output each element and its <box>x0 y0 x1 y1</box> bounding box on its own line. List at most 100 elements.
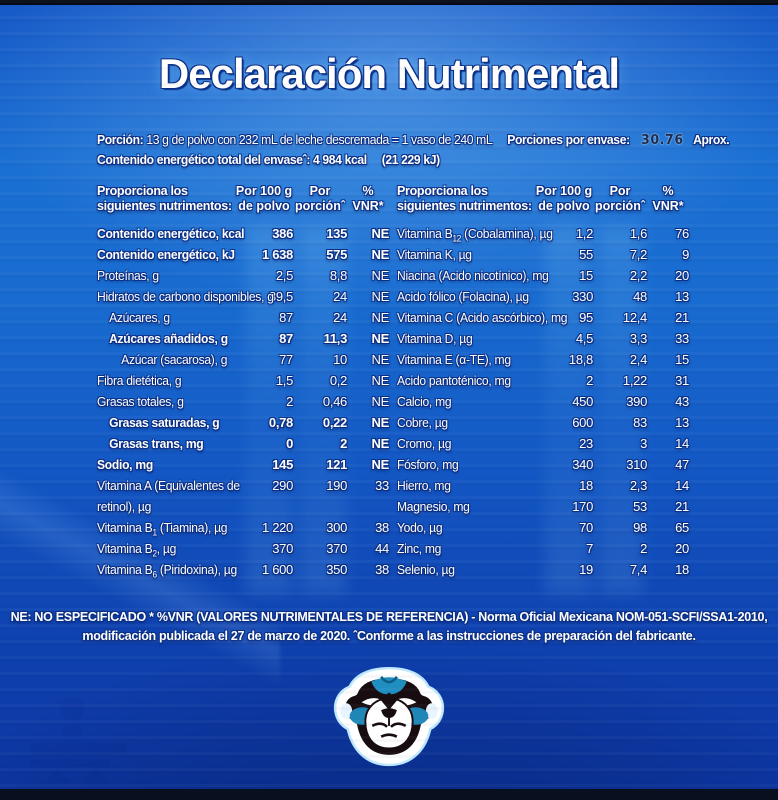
value-vnr-percent: 21 <box>675 310 689 325</box>
value-vnr-percent: NE <box>371 226 390 241</box>
value-per-portion: 11,3 <box>323 331 348 346</box>
value-per-portion: 390 <box>626 394 647 409</box>
value-vnr-percent: NE <box>371 415 390 430</box>
nutrient-label: Vitamina D, µg <box>397 331 473 346</box>
label-content: Porción: 13 g de polvo con 232 mL de lec… <box>97 130 730 580</box>
nutrient-row: Azúcares añadidos, g 87 11,3 NE <box>97 328 389 349</box>
value-per-portion: 310 <box>626 457 647 472</box>
nutrient-row: Acido fólico (Folacina), µg 330 48 13 <box>397 286 689 307</box>
header-per-portion: Por porciónˆ <box>595 184 645 213</box>
table-right-group: Proporciona los siguientes nutrimentos: … <box>397 184 689 580</box>
value-vnr-percent: 15 <box>675 352 689 367</box>
value-vnr-percent: 14 <box>675 478 689 493</box>
energy-total-kj: (21 229 kJ) <box>381 152 440 167</box>
value-per-100g: 450 <box>572 394 593 409</box>
value-vnr-percent: NE <box>371 352 390 367</box>
nutrient-row: Hierro, mg 18 2,3 14 <box>397 475 689 496</box>
value-per-portion: 3,3 <box>629 331 647 346</box>
value-per-portion: 1,22 <box>622 373 647 388</box>
nutrient-label: Vitamina C (Acido ascórbico), mg <box>397 310 568 325</box>
nutrient-label: Fibra dietética, g <box>97 373 182 388</box>
value-per-100g: 170 <box>572 499 593 514</box>
nutrient-row: Azúcares, g 87 24 NE <box>97 307 389 328</box>
header-per-portion: Por porciónˆ <box>295 184 345 213</box>
nutrient-row: Proteínas, g 2,5 8,8 NE <box>97 265 389 286</box>
value-vnr-percent: 14 <box>675 436 689 451</box>
value-per-100g: 89,5 <box>268 289 293 304</box>
nutrient-label: Proteínas, g <box>97 268 159 283</box>
nutrient-row: Hidratos de carbono disponibles, g 89,5 24… <box>97 286 389 307</box>
header-nutrients: Proporciona los siguientes nutrimentos: <box>97 184 232 213</box>
value-per-portion: 2 <box>340 436 347 451</box>
value-vnr-percent: 13 <box>675 289 689 304</box>
value-vnr-percent: NE <box>371 289 390 304</box>
value-per-portion: 53 <box>633 499 647 514</box>
value-vnr-percent: 47 <box>675 457 689 472</box>
monkey-mascot-icon <box>333 666 445 767</box>
nutrient-row: Vitamina B12 (Cobalamina), µg 1,2 1,6 76 <box>397 223 689 244</box>
value-vnr-percent: 33 <box>675 331 689 346</box>
energy-total-kcal: 4 984 kcal <box>310 152 367 167</box>
value-per-portion: 3 <box>640 436 647 451</box>
value-vnr-percent: 38 <box>375 562 389 577</box>
nutrient-label: Vitamina K, µg <box>397 247 472 262</box>
value-per-portion: 2,4 <box>629 352 647 367</box>
value-per-portion: 0,22 <box>322 415 347 430</box>
nutrient-label: Calcio, mg <box>397 394 452 409</box>
nutrient-label: Vitamina B6 (Piridoxina), µg <box>97 562 237 580</box>
value-vnr-percent: 38 <box>375 520 389 535</box>
value-vnr-percent: 21 <box>675 499 689 514</box>
value-vnr-percent: NE <box>371 268 390 283</box>
value-per-portion: 12,4 <box>622 310 647 325</box>
value-per-100g: 18,8 <box>568 352 593 367</box>
value-vnr-percent: NE <box>371 373 390 388</box>
nutrient-row: Vitamina E (α-TE), mg 18,8 2,4 15 <box>397 349 689 370</box>
nutrient-row: Grasas totales, g 2 0,46 NE <box>97 391 389 412</box>
value-per-100g: 55 <box>579 247 593 262</box>
value-vnr-percent: NE <box>371 457 390 472</box>
value-per-100g: 1 220 <box>261 520 293 535</box>
value-vnr-percent: 20 <box>675 541 689 556</box>
value-per-portion: 575 <box>326 247 347 262</box>
value-per-portion: 121 <box>326 457 347 472</box>
nutrient-label: Niacina (Acido nicotínico), mg <box>397 268 549 283</box>
serving-line: Porción: 13 g de polvo con 232 mL de lec… <box>97 130 730 150</box>
nutrient-label: Hierro, mg <box>397 478 451 493</box>
table-header-row: Proporciona los siguientes nutrimentos: … <box>397 184 689 214</box>
value-per-portion: 8,8 <box>329 268 347 283</box>
value-per-100g: 87 <box>279 331 293 346</box>
value-vnr-percent: 9 <box>682 247 689 262</box>
value-per-portion: 10 <box>333 352 347 367</box>
nutrient-row: Acido pantoténico, mg 2 1,22 31 <box>397 370 689 391</box>
value-vnr-percent: 20 <box>675 268 689 283</box>
value-per-portion: 2 <box>640 541 647 556</box>
nutrient-label: Sodio, mg <box>97 457 153 472</box>
nutrient-row: Vitamina B6 (Piridoxina), µg 1 600 350 38 <box>97 559 389 580</box>
nutrient-label: Contenido energético, kcal <box>97 226 245 241</box>
value-vnr-percent: 31 <box>675 373 689 388</box>
servings-approx-label: Aprox. <box>693 132 730 147</box>
nutrient-label: Vitamina E (α-TE), mg <box>397 352 511 367</box>
value-vnr-percent: NE <box>371 310 390 325</box>
nutrient-row: Fósforo, mg 340 310 47 <box>397 454 689 475</box>
nutrient-row: Cobre, µg 600 83 13 <box>397 412 689 433</box>
value-vnr-percent: 13 <box>675 415 689 430</box>
energy-total-line: Contenido energético total del envaseˆ: … <box>97 150 651 170</box>
nutrient-row: Vitamina B1 (Tiamina), µg 1 220 300 38 <box>97 517 389 538</box>
value-vnr-percent: NE <box>371 247 390 262</box>
value-per-100g: 95 <box>579 310 593 325</box>
value-per-100g: 23 <box>579 436 593 451</box>
value-per-100g: 1,2 <box>575 226 593 241</box>
nutrient-row: Sodio, mg 145 121 NE <box>97 454 389 475</box>
value-per-100g: 19 <box>579 562 593 577</box>
value-per-100g: 15 <box>579 268 593 283</box>
value-vnr-percent: 33 <box>375 478 389 493</box>
footnote: NE: NO ESPECIFICADO * %VNR (VALORES NUTR… <box>10 610 768 643</box>
value-vnr-percent: NE <box>371 331 390 346</box>
energy-total-label: Contenido energético total del envaseˆ: <box>97 152 311 167</box>
value-per-portion: 0,46 <box>322 394 347 409</box>
value-per-portion: 350 <box>326 562 347 577</box>
header-nutrients: Proporciona los siguientes nutrimentos: <box>397 184 532 213</box>
value-per-100g: 290 <box>272 478 293 493</box>
